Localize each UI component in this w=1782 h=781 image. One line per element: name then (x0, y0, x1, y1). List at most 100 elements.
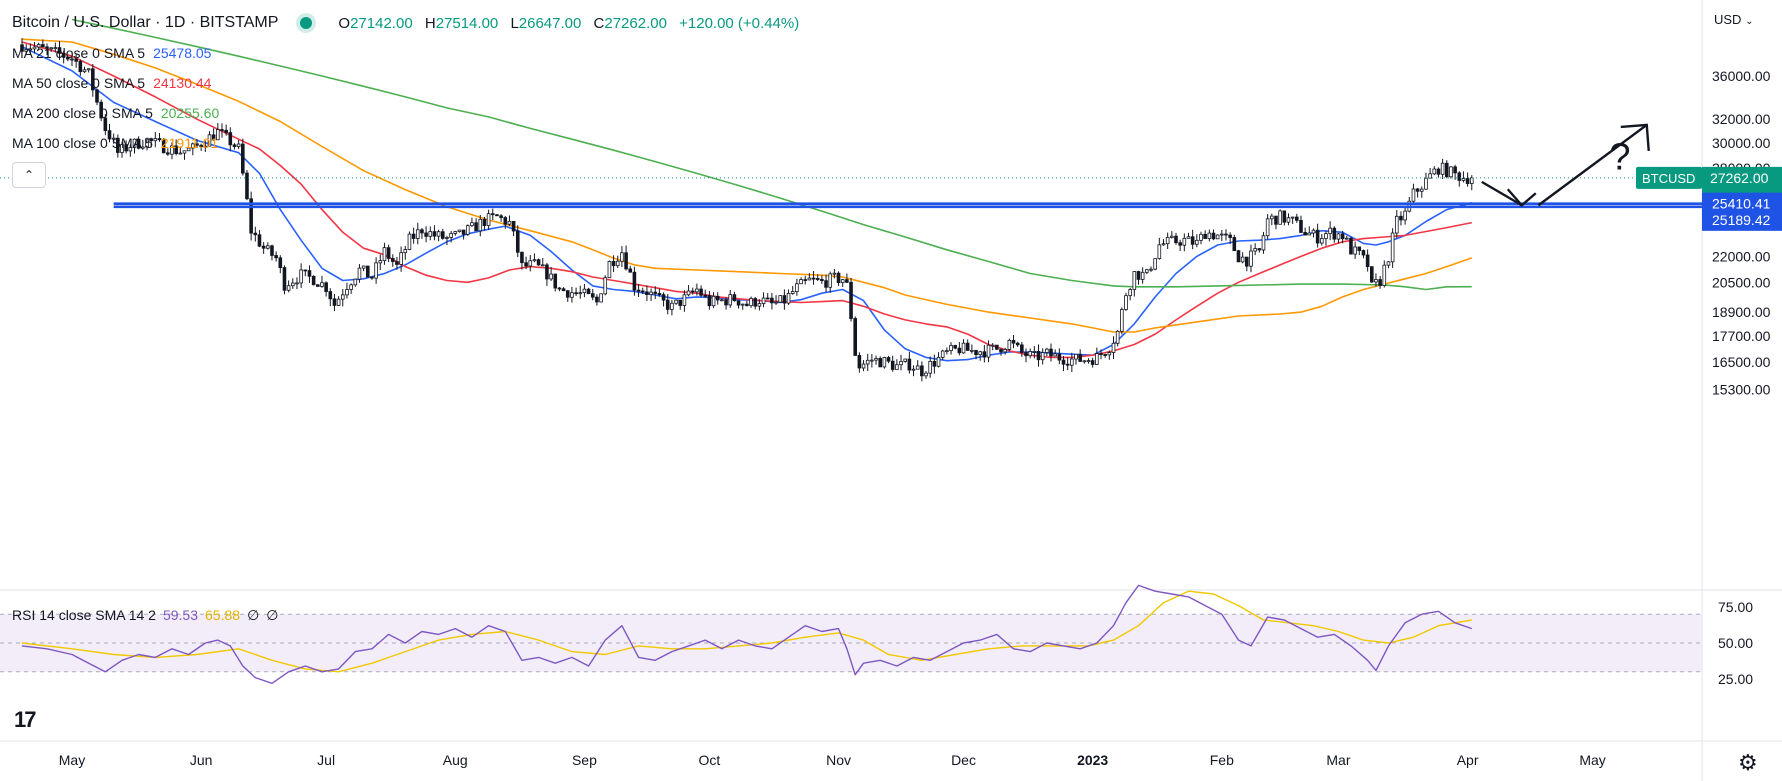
candle-body (1232, 237, 1237, 252)
candle-body (961, 342, 966, 354)
candle-body (1003, 349, 1007, 353)
candle-body (557, 287, 562, 290)
candle-body (1303, 232, 1307, 236)
up-arrow-line[interactable] (1537, 123, 1648, 207)
candle-body (503, 217, 508, 225)
candle-body (432, 231, 437, 237)
candle-body (1290, 216, 1295, 219)
candle-body (1390, 232, 1395, 263)
down-arrow-line[interactable] (1481, 180, 1523, 207)
candle-body (645, 291, 649, 295)
ohlc-values: O27142.00 H27514.00 L26647.00 C27262.00 … (338, 15, 807, 32)
candle-body (1282, 210, 1287, 223)
candle-body (515, 230, 520, 253)
candle-body (1240, 256, 1245, 263)
tradingview-logo-icon[interactable]: 17 (14, 707, 37, 732)
candle-body (1220, 233, 1224, 236)
candle-body (170, 145, 174, 155)
candle-body (182, 150, 187, 154)
candle-body (124, 144, 128, 152)
candle-body (740, 303, 745, 306)
indicator-legend-ma50[interactable]: MA 50 close 0 SMA 5 24130.44 (12, 75, 219, 91)
price-tick-label: 22000.00 (1712, 248, 1771, 264)
currency-selector[interactable]: USD ⌄ (1714, 12, 1753, 27)
indicator-label: MA 100 close 0 SMA 5 (12, 135, 153, 151)
candle-body (132, 138, 137, 148)
indicator-legend-ma21[interactable]: MA 21 close 0 SMA 5 25478.05 (12, 45, 219, 61)
candle-body (1199, 233, 1203, 241)
candle-body (1374, 279, 1378, 283)
price-tick-label: 17700.00 (1712, 328, 1771, 344)
indicator-legend-ma200[interactable]: MA 200 close 0 SMA 5 20255.60 (12, 105, 227, 121)
candle-body (120, 144, 124, 153)
candle-body (807, 277, 812, 281)
time-tick-label: Mar (1326, 752, 1350, 768)
candle-body (1449, 166, 1453, 178)
candle-body (1399, 215, 1403, 221)
candle-body (1461, 178, 1466, 181)
symbol-title[interactable]: Bitcoin / U.S. Dollar · 1D · BITSTAMP (12, 14, 279, 31)
candle-body (536, 259, 541, 266)
level-lower-tag[interactable] (1702, 208, 1782, 231)
candle-body (24, 49, 28, 52)
time-tick-label: Jun (190, 752, 213, 768)
candle-body (1307, 232, 1312, 236)
rsi-tick-label: 50.00 (1718, 635, 1753, 651)
candle-body (440, 231, 445, 239)
candle-body (953, 345, 957, 349)
low-value: 26647.00 (518, 14, 582, 32)
candle-body (1015, 342, 1020, 346)
indicator-legend-ma100[interactable]: MA 100 close 0 SMA 5 21911.01 (12, 135, 226, 151)
collapse-legend-button[interactable]: ⌃ (12, 162, 46, 188)
candle-body (840, 279, 845, 284)
down-arrow-head[interactable] (1506, 188, 1537, 207)
symbol-tag[interactable] (1636, 166, 1702, 189)
price-tick-label: 18900.00 (1712, 304, 1771, 320)
candle-body (770, 297, 774, 304)
candle-body (174, 145, 178, 154)
candle-body (661, 294, 666, 301)
candle-body (53, 47, 58, 50)
candle-body (461, 229, 466, 235)
rsi-label: RSI 14 close SMA 14 2 (12, 607, 156, 623)
candle-body (686, 290, 691, 296)
candle-body (357, 267, 362, 280)
candle-body (249, 198, 253, 234)
candle-body (36, 44, 41, 48)
candle-body (582, 288, 587, 294)
candle-body (1440, 162, 1445, 175)
candle-body (720, 299, 724, 302)
candle-body (970, 349, 974, 352)
candle-body (845, 279, 849, 283)
candle-body (765, 297, 770, 300)
candle-body (920, 365, 924, 377)
gear-icon[interactable]: ⚙ (1738, 750, 1758, 775)
candle-body (457, 229, 462, 233)
up-arrow-head[interactable] (1620, 123, 1650, 152)
candle-body (274, 255, 278, 259)
candle-body (445, 237, 449, 239)
candle-body (1415, 188, 1420, 192)
candle-body (1090, 360, 1095, 365)
rsi-legend[interactable]: RSI 14 close SMA 14 2 59.53 65.88 ∅ ∅ (12, 607, 285, 624)
candle-body (216, 129, 220, 141)
candle-body (116, 137, 120, 153)
candle-body (545, 264, 549, 280)
candle-body (1111, 342, 1116, 353)
rsi-tick-label: 75.00 (1718, 599, 1753, 615)
candle-body (749, 298, 753, 307)
candle-body (857, 355, 862, 369)
candle-body (311, 275, 316, 286)
change-value: +120.00 (+0.44%) (679, 14, 800, 32)
candle-body (1236, 250, 1241, 263)
candle-body (1311, 229, 1316, 234)
candle-body (1295, 216, 1299, 221)
candle-body (1195, 239, 1199, 245)
chevron-up-icon: ⌃ (23, 168, 35, 182)
candle-body (945, 350, 949, 352)
candle-body (428, 231, 433, 237)
candle-body (640, 290, 645, 293)
candle-body (1203, 233, 1207, 239)
candle-body (1170, 235, 1174, 238)
